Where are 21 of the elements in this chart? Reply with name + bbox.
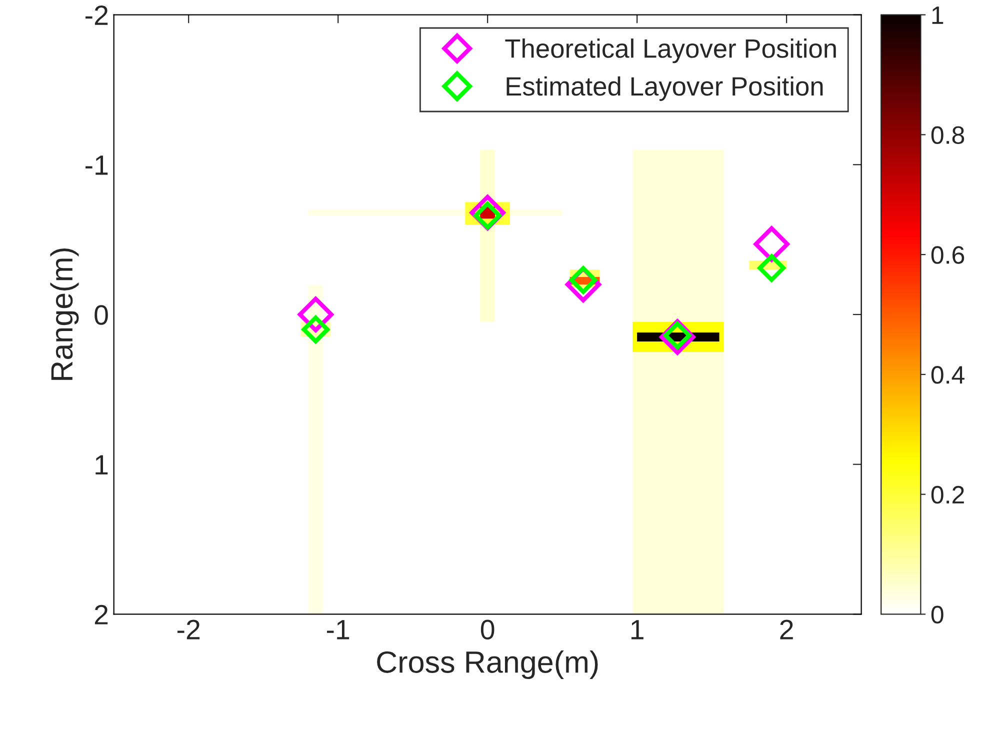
- x-tick-label: -2: [177, 620, 200, 640]
- point: [758, 254, 786, 282]
- y-tick-label: -1: [86, 156, 108, 175]
- x-axis-title: Cross Range(m): [377, 650, 598, 679]
- color-bar-label: 0.4: [931, 366, 964, 384]
- legend-label: Theoretical Layover Position: [505, 38, 836, 64]
- y-axis-title: Range(m): [50, 248, 79, 380]
- x-tick-label: -1: [326, 620, 350, 640]
- y-tick-label: -2: [86, 5, 108, 25]
- x-tick-label: 2: [780, 620, 793, 640]
- color-bar-label: 1: [932, 6, 944, 24]
- y-tick-label: 0: [94, 305, 108, 325]
- legend-label: Estimated Layover Position: [506, 76, 823, 101]
- color-bar-label: 0.2: [931, 486, 964, 504]
- color-bar-label: 0: [931, 606, 944, 624]
- color-bar-label: 0.8: [931, 126, 964, 144]
- x-tick-label: 1: [631, 620, 644, 640]
- y-tick-label: 1: [96, 455, 108, 474]
- color-bar-label: 0.6: [931, 246, 964, 264]
- x-tick-label: 0: [480, 620, 494, 640]
- y-tick-label: 2: [94, 604, 108, 624]
